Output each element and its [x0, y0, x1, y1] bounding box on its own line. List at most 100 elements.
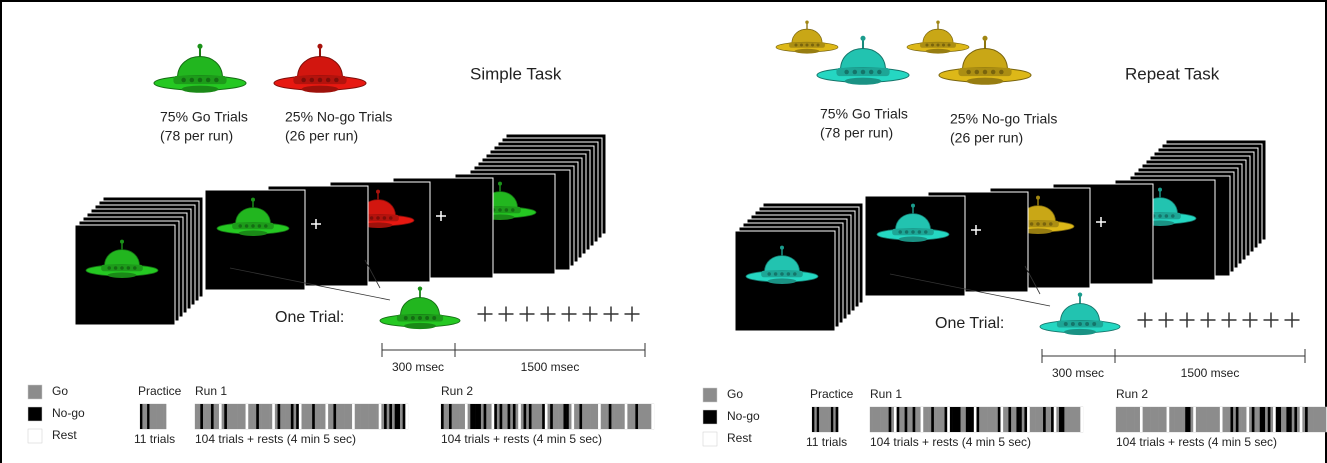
- trial-stripe: [590, 404, 594, 429]
- ufo: [85, 239, 159, 278]
- trial-stripe: [957, 407, 961, 432]
- trial-stripe: [1121, 407, 1125, 432]
- window: [1092, 322, 1097, 326]
- window: [786, 272, 791, 276]
- window: [257, 224, 262, 228]
- trial-stripe: [322, 404, 326, 429]
- trial-stripe: [622, 404, 626, 429]
- trial-stripe: [140, 404, 143, 429]
- trial-stripe: [1134, 407, 1138, 432]
- window: [504, 208, 509, 212]
- trial-label: One Trial:: [935, 315, 1004, 332]
- window: [852, 69, 858, 75]
- block-caption: 104 trials + rests (4 min 5 sec): [195, 432, 356, 446]
- ufo: [273, 43, 367, 93]
- trial-stripe: [888, 407, 892, 432]
- trial-stripe: [1283, 407, 1287, 432]
- window: [334, 77, 339, 83]
- trial-stripe: [1206, 407, 1210, 432]
- trial-stripe: [968, 407, 972, 432]
- trial-stripe: [280, 404, 284, 429]
- trial-stripe: [928, 407, 932, 432]
- trial-stripe: [1027, 407, 1031, 432]
- trial-stripe: [1315, 407, 1319, 432]
- base: [363, 222, 393, 228]
- trial-stripe: [1217, 407, 1221, 432]
- trial-stripe: [611, 404, 615, 429]
- trial-stripe: [576, 404, 580, 429]
- trial-stripe: [1278, 407, 1282, 432]
- frame: [204, 189, 306, 291]
- antenna-tip: [805, 20, 809, 24]
- trial-stripe: [812, 407, 815, 432]
- antenna-tip: [860, 35, 866, 41]
- trial-stripe: [1203, 407, 1207, 432]
- trial-label: One Trial:: [275, 309, 344, 326]
- trial-stripe: [245, 404, 249, 429]
- trial-stripe: [936, 407, 940, 432]
- window: [403, 316, 408, 320]
- window: [794, 43, 798, 47]
- legend-swatch: [27, 428, 43, 444]
- trial-stripe: [234, 404, 238, 429]
- trial-stripe: [1131, 407, 1135, 432]
- window: [868, 69, 874, 75]
- window: [1158, 214, 1162, 218]
- trial-stripe: [632, 404, 636, 429]
- trial-stripe: [1235, 407, 1239, 432]
- window: [1049, 222, 1053, 226]
- trial-stripe: [507, 404, 511, 429]
- trial-stripe: [1227, 407, 1231, 432]
- window: [189, 77, 195, 83]
- antenna-tip: [1036, 195, 1040, 200]
- trial-stripe: [984, 407, 988, 432]
- trial-stripe: [504, 404, 508, 429]
- dome: [922, 28, 954, 44]
- trial-stripe: [826, 407, 829, 432]
- trial-stripe: [566, 404, 570, 429]
- duration: 1500 msec: [521, 360, 580, 374]
- window: [264, 224, 268, 228]
- trial-stripe: [1249, 407, 1253, 432]
- trial-stripe: [899, 407, 903, 432]
- trial-stripe: [1198, 407, 1202, 432]
- window: [911, 230, 915, 234]
- trial-stripe: [333, 404, 337, 429]
- base: [767, 278, 797, 284]
- trial-stripe: [365, 404, 369, 429]
- trial-stripe: [381, 404, 385, 429]
- window: [205, 77, 211, 83]
- trial-stripe: [830, 407, 834, 432]
- window: [1085, 322, 1090, 326]
- trial-stripe: [472, 404, 476, 429]
- dome: [839, 48, 887, 71]
- window: [966, 69, 971, 75]
- window: [780, 272, 784, 276]
- trial-stripe: [614, 404, 618, 429]
- block-caption: 11 trials: [806, 435, 847, 449]
- trial-stripe: [226, 404, 230, 429]
- trial-stripe: [216, 404, 220, 429]
- trial-stripe: [1265, 407, 1269, 432]
- trial-stripe: [478, 404, 482, 429]
- window: [810, 43, 815, 47]
- trial-stripe: [833, 407, 836, 432]
- trial-stripe: [960, 407, 964, 432]
- window: [947, 43, 951, 47]
- trial-stripe: [1056, 407, 1060, 432]
- trial-stripe: [920, 407, 924, 432]
- base: [301, 85, 339, 93]
- trial-stripe: [1193, 407, 1197, 432]
- window: [418, 316, 422, 320]
- trial-stripe: [1142, 407, 1146, 432]
- trial-stripe: [314, 404, 318, 429]
- window: [238, 224, 242, 228]
- trial-stripe: [491, 404, 495, 429]
- task-title: Repeat Task: [1125, 64, 1220, 83]
- window: [376, 216, 380, 220]
- trial-stripe: [1267, 407, 1271, 432]
- trial-stripe: [312, 404, 316, 429]
- window: [410, 316, 415, 320]
- trial-stripe: [459, 404, 463, 429]
- trial-stripe: [558, 404, 562, 429]
